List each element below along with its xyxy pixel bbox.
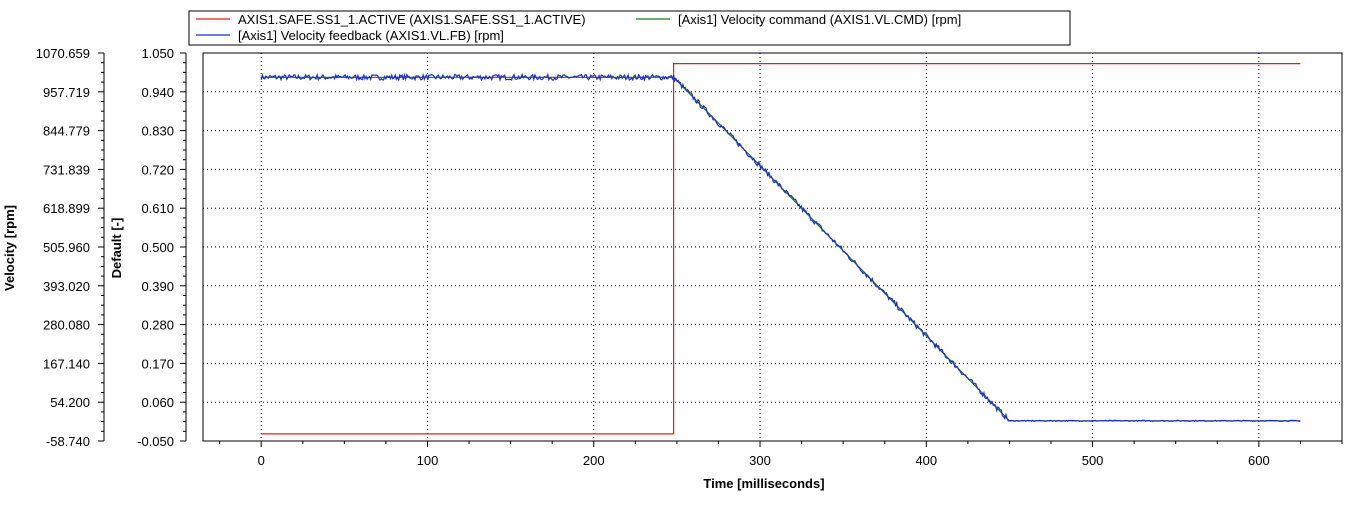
y-left-tick-label: -58.740 (46, 434, 90, 449)
y-right-tick-label: 1.050 (141, 46, 174, 61)
x-tick-label: 500 (1082, 453, 1104, 468)
y-left-tick-label: 618.899 (43, 201, 90, 216)
legend-entry-label: [Axis1] Velocity feedback (AXIS1.VL.FB) … (238, 28, 504, 43)
y-left-tick-label: 1070.659 (36, 46, 90, 61)
legend: AXIS1.SAFE.SS1_1.ACTIVE (AXIS1.SAFE.SS1_… (188, 10, 1071, 46)
x-axis-label: Time [milliseconds] (703, 476, 824, 491)
y-left-tick-label: 54.200 (50, 395, 90, 410)
x-tick-label: 200 (583, 453, 605, 468)
y-left-tick-label: 280.080 (43, 318, 90, 333)
series-line-1 (261, 76, 1301, 422)
y-left-tick-label: 844.779 (43, 124, 90, 139)
y-left-tick-label: 731.839 (43, 162, 90, 177)
series-line-0 (261, 63, 1301, 435)
y-left-tick-label: 167.140 (43, 356, 90, 371)
y-left-tick-label: 957.719 (43, 85, 90, 100)
y-right-tick-label: 0.280 (141, 318, 174, 333)
y-right-tick-label: 0.170 (141, 356, 174, 371)
axes: 1070.659 1.050 957.719 0.940 844.779 0.830 731… (36, 46, 1343, 468)
plot-frame (202, 52, 1343, 442)
series-line-2 (260, 72, 1301, 423)
y-right-tick-label: -0.050 (137, 434, 174, 449)
x-tick-label: 100 (417, 453, 439, 468)
legend-box (188, 10, 1071, 46)
y-right-tick-label: 0.500 (141, 240, 174, 255)
y-right-axis-label: Default [-] (109, 218, 124, 279)
y-right-tick-label: 0.720 (141, 162, 174, 177)
y-right-tick-label: 0.390 (141, 279, 174, 294)
y-right-tick-label: 0.940 (141, 85, 174, 100)
x-tick-label: 300 (749, 453, 771, 468)
series-lines (260, 63, 1301, 435)
y-right-tick-label: 0.610 (141, 201, 174, 216)
legend-entry-label: AXIS1.SAFE.SS1_1.ACTIVE (AXIS1.SAFE.SS1_… (238, 12, 586, 27)
y-right-tick-label: 0.060 (141, 395, 174, 410)
y-left-tick-label: 505.960 (43, 240, 90, 255)
y-left-axis-label: Velocity [rpm] (2, 205, 17, 291)
y-right-tick-label: 0.830 (141, 124, 174, 139)
grid (203, 53, 1342, 441)
y-left-tick-label: 393.020 (43, 279, 90, 294)
x-tick-label: 400 (915, 453, 937, 468)
x-tick-label: 600 (1248, 453, 1270, 468)
x-tick-label: 0 (258, 453, 265, 468)
legend-entry-label: [Axis1] Velocity command (AXIS1.VL.CMD) … (678, 12, 961, 27)
